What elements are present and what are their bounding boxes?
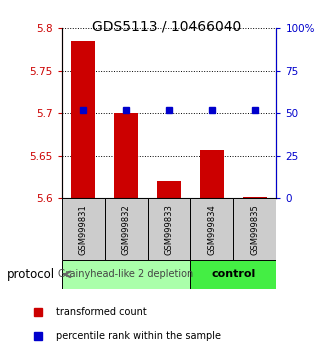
Text: GSM999834: GSM999834: [207, 204, 216, 255]
Text: GSM999833: GSM999833: [165, 204, 173, 255]
Text: GSM999835: GSM999835: [250, 204, 259, 255]
Text: transformed count: transformed count: [56, 307, 147, 317]
Bar: [157, 181, 181, 198]
Text: GDS5113 / 10466040: GDS5113 / 10466040: [92, 19, 241, 34]
Text: GSM999831: GSM999831: [79, 204, 88, 255]
Text: Grainyhead-like 2 depletion: Grainyhead-like 2 depletion: [58, 269, 194, 279]
Bar: [233, 198, 276, 260]
Bar: [114, 113, 138, 198]
Bar: [62, 260, 190, 289]
Text: protocol: protocol: [7, 268, 55, 281]
Bar: [105, 198, 148, 260]
Bar: [190, 260, 276, 289]
Bar: [62, 198, 105, 260]
Text: percentile rank within the sample: percentile rank within the sample: [56, 331, 221, 341]
Bar: [148, 198, 190, 260]
Bar: [200, 150, 224, 198]
Bar: [190, 198, 233, 260]
Bar: [71, 41, 95, 198]
Text: GSM999832: GSM999832: [122, 204, 131, 255]
Text: control: control: [211, 269, 255, 279]
